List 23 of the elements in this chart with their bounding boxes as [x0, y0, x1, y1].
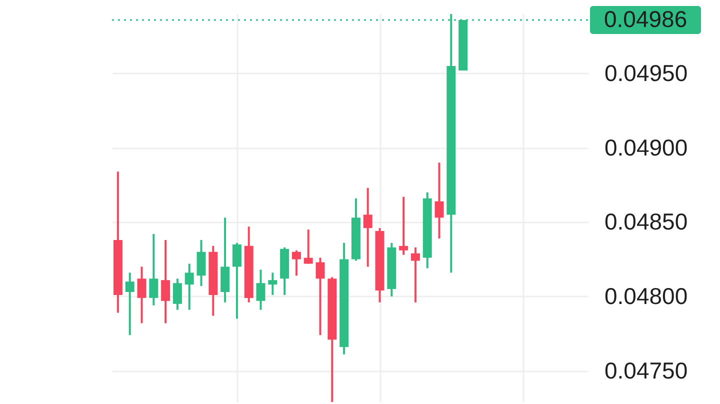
- y-tick-label: 0.04950: [604, 60, 688, 86]
- candlestick: [232, 242, 242, 320]
- candlestick: [256, 268, 266, 311]
- candlestick: [316, 256, 325, 336]
- y-tick-label: 0.04900: [604, 134, 688, 160]
- candlestick: [172, 278, 182, 311]
- y-tick-label: 0.04800: [604, 282, 688, 309]
- y-tick-label: 0.04750: [604, 357, 688, 384]
- y-tick-label: 0.04850: [604, 208, 688, 235]
- candlestick: [149, 233, 158, 306]
- candlestick: [125, 272, 134, 336]
- candlestick: [184, 262, 194, 311]
- candlestick: [304, 228, 313, 265]
- candlestick: [363, 186, 372, 268]
- candlestick: [137, 266, 146, 324]
- candlestick: [399, 196, 408, 256]
- candlestick: [434, 162, 444, 240]
- candlestick: [292, 249, 301, 277]
- candlestick: [161, 238, 170, 324]
- ref-line-label: 0.04986: [604, 6, 688, 32]
- candlestick: [268, 272, 278, 296]
- candlestick: [410, 246, 420, 304]
- candlestick: [196, 238, 206, 288]
